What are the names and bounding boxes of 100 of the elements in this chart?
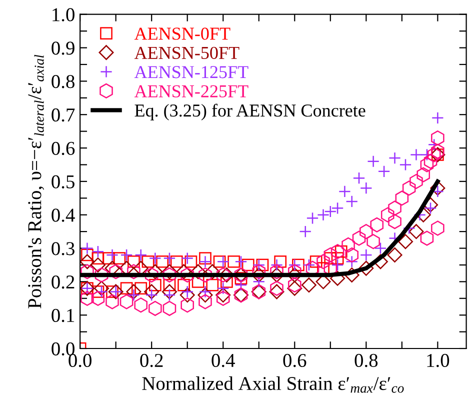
point xyxy=(431,144,444,159)
point xyxy=(334,245,348,258)
point xyxy=(402,180,416,196)
point xyxy=(395,190,409,206)
point xyxy=(80,290,94,306)
x-tick-label: 0.0 xyxy=(68,354,92,368)
legend-label: Eq. (3.25) for AENSN Concrete xyxy=(134,104,366,120)
point xyxy=(199,255,212,268)
y-tick-label: 0.0 xyxy=(52,342,74,356)
point xyxy=(398,234,413,250)
point xyxy=(92,245,104,258)
point xyxy=(372,254,388,270)
point xyxy=(388,200,402,216)
point xyxy=(234,255,248,268)
point xyxy=(198,267,212,283)
legend-label: AENSN-125FT xyxy=(134,66,248,78)
point xyxy=(270,264,284,280)
point xyxy=(331,258,344,272)
point xyxy=(301,278,316,293)
point xyxy=(148,300,162,316)
point xyxy=(162,267,176,283)
legend-label: AENSN-0FT xyxy=(134,28,230,40)
point xyxy=(288,258,301,272)
point xyxy=(134,297,148,313)
point xyxy=(344,267,360,282)
point xyxy=(198,288,213,303)
point xyxy=(120,248,133,262)
point xyxy=(352,172,366,184)
point xyxy=(94,280,110,296)
point xyxy=(270,280,284,296)
point xyxy=(342,237,355,252)
point xyxy=(128,255,140,268)
point xyxy=(162,284,177,300)
point xyxy=(180,297,194,313)
point xyxy=(269,267,284,282)
point xyxy=(206,278,219,292)
point xyxy=(156,255,168,268)
point xyxy=(180,267,194,283)
point xyxy=(144,284,160,300)
point xyxy=(134,282,148,295)
point xyxy=(120,294,134,310)
point xyxy=(178,278,190,292)
point xyxy=(424,202,437,214)
point xyxy=(338,185,351,198)
point xyxy=(148,278,162,292)
point xyxy=(162,264,177,280)
point xyxy=(216,255,230,268)
point xyxy=(204,264,220,280)
point xyxy=(181,252,194,264)
point xyxy=(416,167,430,182)
point xyxy=(216,267,230,283)
y-axis-title: Poisson's Ratio, υ=−ε′$_{lateral}$/ε′$_{axial}$ xyxy=(28,54,44,308)
y-tick-label: 0.4 xyxy=(52,208,75,222)
point xyxy=(102,252,115,264)
y-tick-label: 0.3 xyxy=(52,242,74,256)
point xyxy=(288,277,302,293)
point xyxy=(431,130,444,146)
point xyxy=(408,224,424,240)
point xyxy=(287,280,302,296)
point xyxy=(113,252,126,264)
legend-label: AENSN-50FT xyxy=(134,46,240,59)
point xyxy=(216,288,231,303)
point xyxy=(92,286,104,298)
point xyxy=(367,155,380,168)
x-axis-title: Normalized Axial Strain ε′$_{max}$/ε′$_{co}$ xyxy=(142,376,404,393)
point xyxy=(270,258,283,272)
point xyxy=(352,230,366,246)
point xyxy=(176,264,192,280)
point xyxy=(234,278,248,292)
point xyxy=(94,267,108,283)
point xyxy=(360,224,373,240)
point xyxy=(346,255,358,268)
point xyxy=(91,290,105,306)
point xyxy=(388,152,401,164)
point xyxy=(216,282,230,295)
point xyxy=(410,174,423,189)
point xyxy=(432,112,444,124)
point xyxy=(213,255,226,268)
point xyxy=(120,282,133,295)
point xyxy=(81,248,94,262)
point xyxy=(242,258,254,272)
point xyxy=(80,254,95,270)
point xyxy=(90,257,106,272)
point xyxy=(163,252,176,264)
point xyxy=(216,290,230,306)
point xyxy=(324,247,338,263)
point xyxy=(127,264,140,280)
point xyxy=(252,258,266,272)
x-tick-label: 0.2 xyxy=(140,354,163,368)
point xyxy=(299,225,312,238)
point xyxy=(302,258,316,272)
y-tick-label: 0.7 xyxy=(52,108,75,122)
point xyxy=(427,147,441,162)
y-tick-label: 1.0 xyxy=(52,8,74,22)
point xyxy=(292,258,304,272)
point xyxy=(228,255,240,268)
point xyxy=(219,267,234,282)
point xyxy=(366,234,380,250)
point xyxy=(106,248,118,262)
x-tick-label: 0.8 xyxy=(354,354,378,368)
